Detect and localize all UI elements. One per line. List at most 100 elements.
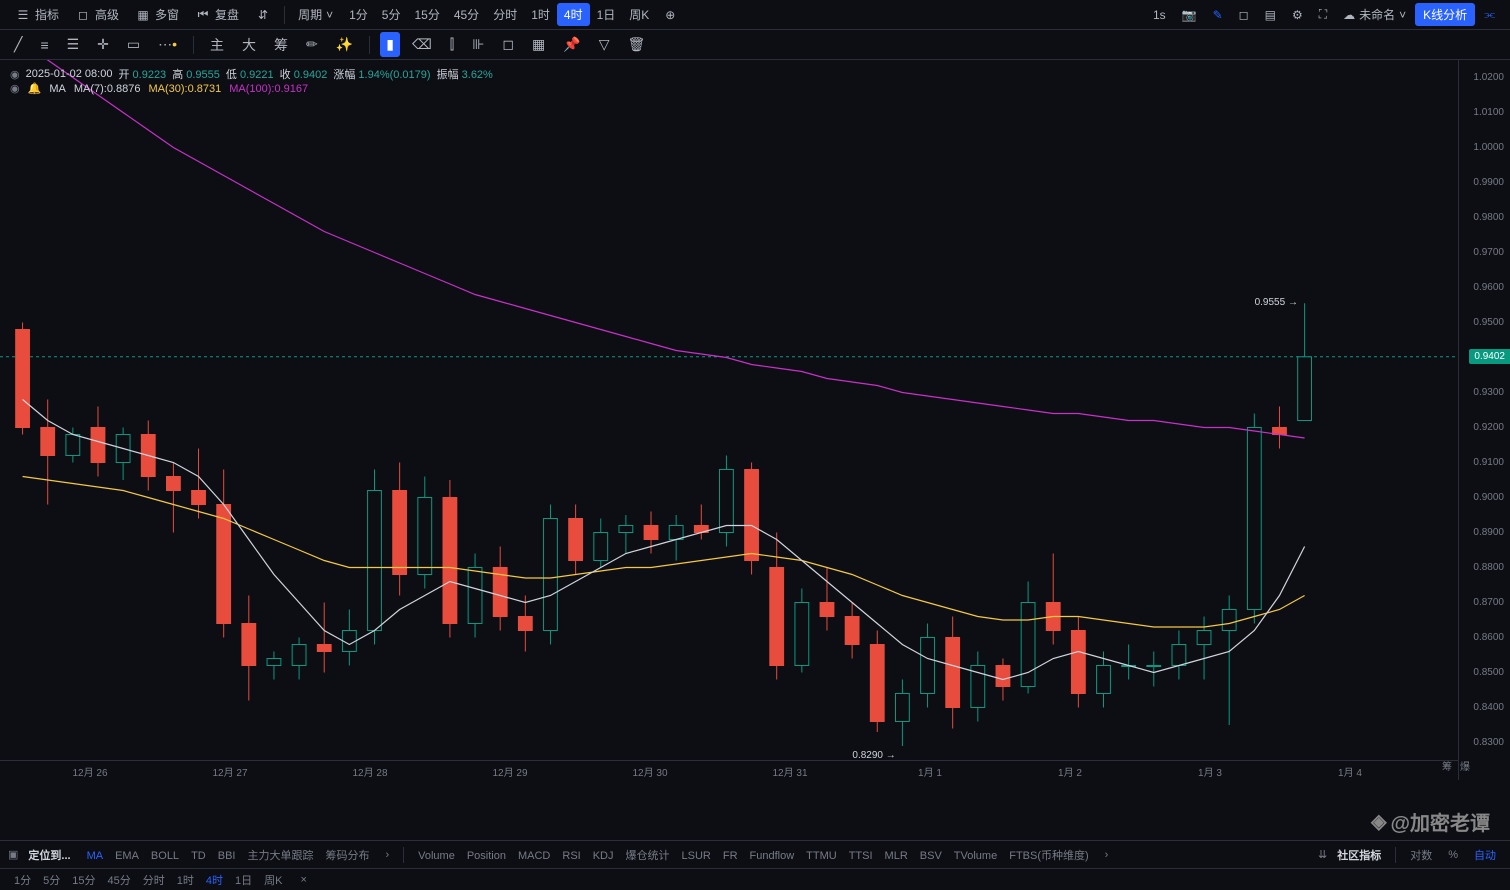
advanced-btn[interactable]: ◻高级 — [68, 3, 126, 26]
ind2-MLR[interactable]: MLR — [879, 848, 914, 864]
log-btn[interactable]: 对数 — [1404, 845, 1438, 865]
ind2-MACD[interactable]: MACD — [512, 848, 556, 864]
alert-icon[interactable]: 🔔 — [28, 82, 42, 95]
community-indicator-btn[interactable]: 社区指标 — [1331, 845, 1387, 865]
speed-btn[interactable]: 1s — [1146, 5, 1173, 25]
replay-btn[interactable]: ⏮复盘 — [188, 3, 246, 26]
big-label[interactable]: 大 — [236, 31, 262, 59]
period-1日[interactable]: 1日 — [590, 3, 623, 26]
ind-MA[interactable]: MA — [81, 848, 110, 864]
pencil-btn[interactable]: ✎ — [1206, 5, 1230, 25]
ind2-FR[interactable]: FR — [717, 848, 744, 864]
arrow-right-2[interactable]: › — [1099, 847, 1115, 863]
pin-tool[interactable]: 📌 — [557, 32, 586, 57]
kline-analysis-btn[interactable]: K线分析 — [1415, 3, 1475, 26]
ind2-BSV[interactable]: BSV — [914, 848, 948, 864]
ind2-RSI[interactable]: RSI — [556, 848, 586, 864]
period2-5分[interactable]: 5分 — [37, 873, 66, 889]
period2-1时[interactable]: 1时 — [171, 873, 200, 889]
ind2-KDJ[interactable]: KDJ — [587, 848, 620, 864]
ind-TD[interactable]: TD — [185, 848, 212, 864]
right-label-bao[interactable]: 爆 — [1460, 758, 1470, 773]
ind2-TVolume[interactable]: TVolume — [948, 848, 1003, 864]
chart-area[interactable]: ◉ 2025-01-02 08:00 开 0.9223 高 0.9555 低 0… — [0, 60, 1510, 780]
x-axis[interactable]: 12月 2612月 2712月 2812月 2912月 3012月 311月 1… — [0, 760, 1458, 780]
ind-主力大单跟踪[interactable]: 主力大单跟踪 — [241, 848, 319, 864]
period-周K[interactable]: 周K — [622, 3, 656, 26]
period-5分[interactable]: 5分 — [375, 3, 408, 26]
wand-tool[interactable]: ✨ — [330, 32, 359, 57]
right-label-can[interactable]: 筹 — [1442, 758, 1452, 773]
hline2-tool[interactable]: ☰ — [61, 32, 86, 57]
rect-tool[interactable]: ▭ — [121, 32, 146, 57]
trash-tool[interactable]: 🗑 — [622, 32, 652, 57]
period-45分[interactable]: 45分 — [447, 3, 486, 26]
fullscreen-btn[interactable]: ⛶ — [1312, 4, 1334, 25]
auto-btn[interactable]: 自动 — [1468, 845, 1502, 865]
period2-4时[interactable]: 4时 — [200, 873, 229, 889]
locate-btn[interactable]: 定位到... — [22, 845, 76, 865]
ind2-TTMU[interactable]: TTMU — [800, 848, 843, 864]
main-label[interactable]: 主 — [204, 31, 230, 59]
brush-tool[interactable]: ✏ — [300, 32, 324, 57]
tiles-tool[interactable]: ▦ — [526, 32, 551, 57]
arrow-right-1[interactable]: › — [379, 847, 395, 863]
fold-icon[interactable]: ⇊ — [1318, 848, 1327, 861]
compare-btn[interactable]: ⇵ — [248, 4, 278, 26]
ind2-LSUR[interactable]: LSUR — [676, 848, 717, 864]
period2-周K[interactable]: 周K — [258, 873, 288, 889]
collapse-icon[interactable]: ▣ — [8, 848, 18, 861]
ma-info: ◉ 🔔 MA MA(7):0.8876 MA(30):0.8731 MA(100… — [10, 82, 308, 95]
period-分时[interactable]: 分时 — [486, 3, 524, 26]
ind2-Position[interactable]: Position — [461, 848, 512, 864]
line-tool[interactable]: ╱ — [8, 32, 28, 57]
period-dropdown[interactable]: 周期 ˅ — [291, 3, 340, 26]
period-4时[interactable]: 4时 — [557, 3, 590, 26]
hline-tool[interactable]: ≡ — [34, 33, 54, 57]
more-tool[interactable]: ⋯• — [152, 32, 183, 57]
y-axis[interactable]: 1.02001.01001.00000.99000.98000.97000.96… — [1458, 60, 1510, 780]
period2-1分[interactable]: 1分 — [8, 873, 37, 889]
period2-45分[interactable]: 45分 — [102, 873, 137, 889]
filter-tool[interactable]: ▽ — [593, 32, 616, 57]
close-period-btn[interactable]: × — [294, 872, 312, 888]
ind-BBI[interactable]: BBI — [212, 848, 242, 864]
candle-tool[interactable]: ⊪ — [466, 32, 490, 57]
ma100-value: MA(100):0.9167 — [229, 83, 308, 95]
period2-15分[interactable]: 15分 — [66, 873, 101, 889]
period-15分[interactable]: 15分 — [407, 3, 446, 26]
ind-筹码分布[interactable]: 筹码分布 — [319, 848, 375, 864]
eye-icon[interactable]: ◉ — [10, 68, 20, 81]
fib-tool[interactable]: ⫿ — [444, 32, 460, 57]
period2-分时[interactable]: 分时 — [137, 873, 171, 889]
save-btn[interactable]: ☁未命名 ˅ — [1336, 3, 1413, 26]
camera-icon: 📷 — [1182, 8, 1197, 22]
add-period-btn[interactable]: ⊕ — [658, 5, 682, 25]
copy-tool[interactable]: ◻ — [496, 32, 520, 57]
trend-label[interactable]: 筹 — [268, 31, 294, 59]
eraser-tool[interactable]: ⌫ — [406, 32, 438, 57]
period-1分[interactable]: 1分 — [342, 3, 375, 26]
ind-BOLL[interactable]: BOLL — [145, 848, 185, 864]
square-btn[interactable]: ◻ — [1232, 5, 1256, 25]
cross-tool[interactable]: ✛ — [91, 32, 115, 57]
ind2-Fundflow[interactable]: Fundflow — [744, 848, 801, 864]
settings-btn[interactable]: ⚙ — [1285, 5, 1310, 25]
ind2-TTSI[interactable]: TTSI — [843, 848, 879, 864]
camera-btn[interactable]: 📷 — [1175, 5, 1204, 25]
indicator-btn[interactable]: ☰指标 — [8, 3, 66, 26]
period2-1日[interactable]: 1日 — [229, 873, 258, 889]
pct-btn[interactable]: % — [1442, 847, 1464, 863]
share-btn[interactable]: ⫘ — [1477, 4, 1502, 25]
ind-EMA[interactable]: EMA — [109, 848, 145, 864]
ind2-FTBS(币种维度)[interactable]: FTBS(币种维度) — [1003, 848, 1094, 864]
ind2-爆仓统计[interactable]: 爆仓统计 — [620, 848, 676, 864]
eye-icon-2[interactable]: ◉ — [10, 82, 20, 95]
ytick: 0.8800 — [1473, 562, 1504, 573]
cursor-tool[interactable]: ▮ — [380, 32, 400, 57]
layout-btn[interactable]: ▤ — [1258, 5, 1283, 25]
multi-window-btn[interactable]: ▦多窗 — [128, 3, 186, 26]
xtick: 12月 28 — [352, 764, 387, 779]
ind2-Volume[interactable]: Volume — [412, 848, 461, 864]
period-1时[interactable]: 1时 — [524, 3, 557, 26]
